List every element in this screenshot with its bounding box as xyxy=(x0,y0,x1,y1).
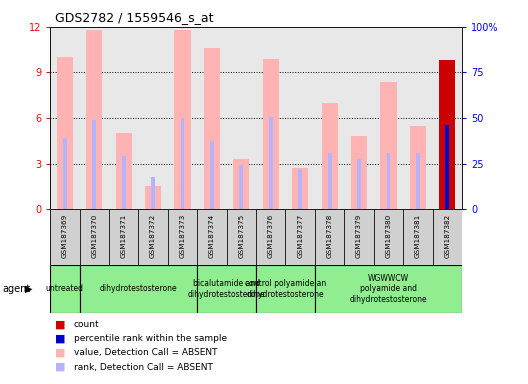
Bar xyxy=(197,265,256,313)
Text: GSM187382: GSM187382 xyxy=(444,214,450,258)
Bar xyxy=(351,136,367,209)
Bar xyxy=(446,126,449,209)
Text: ■: ■ xyxy=(55,319,66,329)
Text: GDS2782 / 1559546_s_at: GDS2782 / 1559546_s_at xyxy=(55,12,214,25)
Bar xyxy=(122,156,126,209)
Bar xyxy=(292,168,308,209)
Bar xyxy=(240,165,243,209)
Text: GSM187376: GSM187376 xyxy=(268,214,274,258)
Bar xyxy=(380,82,397,209)
Bar xyxy=(210,141,214,209)
Bar xyxy=(315,265,462,313)
Bar xyxy=(227,209,256,265)
Text: ■: ■ xyxy=(55,348,66,358)
Text: GSM187371: GSM187371 xyxy=(121,214,127,258)
Bar xyxy=(138,209,168,265)
Bar xyxy=(439,60,455,209)
Text: GSM187375: GSM187375 xyxy=(238,214,244,258)
Bar xyxy=(233,159,249,209)
Bar xyxy=(151,177,155,209)
Text: GSM187369: GSM187369 xyxy=(62,214,68,258)
Bar xyxy=(315,209,344,265)
Bar xyxy=(80,265,197,313)
Bar xyxy=(109,209,138,265)
Text: dihydrotestosterone: dihydrotestosterone xyxy=(100,285,177,293)
Bar xyxy=(204,48,220,209)
Text: ■: ■ xyxy=(55,334,66,344)
Bar xyxy=(256,265,315,313)
Text: GSM187374: GSM187374 xyxy=(209,214,215,258)
Text: value, Detection Call = ABSENT: value, Detection Call = ABSENT xyxy=(74,348,218,358)
Bar xyxy=(63,138,67,209)
Text: count: count xyxy=(74,320,100,329)
Bar xyxy=(168,209,197,265)
Bar xyxy=(416,153,420,209)
Text: bicalutamide and
dihydrotestosterone: bicalutamide and dihydrotestosterone xyxy=(188,279,266,299)
Bar xyxy=(432,209,462,265)
Bar xyxy=(439,60,455,209)
Bar xyxy=(328,153,332,209)
Text: ▶: ▶ xyxy=(25,284,32,294)
Bar xyxy=(374,209,403,265)
Bar xyxy=(256,209,286,265)
Bar xyxy=(344,209,374,265)
Bar xyxy=(174,30,191,209)
Text: untreated: untreated xyxy=(46,285,84,293)
Bar xyxy=(116,133,132,209)
Bar xyxy=(80,209,109,265)
Bar xyxy=(446,120,449,209)
Bar xyxy=(286,209,315,265)
Bar xyxy=(263,59,279,209)
Bar xyxy=(50,209,80,265)
Bar xyxy=(322,103,338,209)
Text: ■: ■ xyxy=(55,362,66,372)
Text: rank, Detection Call = ABSENT: rank, Detection Call = ABSENT xyxy=(74,362,213,372)
Bar xyxy=(181,118,184,209)
Bar xyxy=(57,57,73,209)
Text: control polyamide an
dihydrotestosterone: control polyamide an dihydrotestosterone xyxy=(245,279,326,299)
Text: GSM187372: GSM187372 xyxy=(150,214,156,258)
Text: GSM187380: GSM187380 xyxy=(385,214,391,258)
Bar xyxy=(269,117,272,209)
Text: GSM187381: GSM187381 xyxy=(415,214,421,258)
Bar xyxy=(92,119,96,209)
Text: agent: agent xyxy=(3,284,31,294)
Bar xyxy=(86,30,102,209)
Bar xyxy=(410,126,426,209)
Bar xyxy=(357,159,361,209)
Text: GSM187370: GSM187370 xyxy=(91,214,97,258)
Bar xyxy=(197,209,227,265)
Text: GSM187378: GSM187378 xyxy=(327,214,333,258)
Bar xyxy=(386,153,390,209)
Bar xyxy=(145,187,161,209)
Bar xyxy=(403,209,432,265)
Text: GSM187373: GSM187373 xyxy=(180,214,185,258)
Text: GSM187379: GSM187379 xyxy=(356,214,362,258)
Bar xyxy=(298,170,302,209)
Text: GSM187377: GSM187377 xyxy=(297,214,303,258)
Text: WGWWCW
polyamide and
dihydrotestosterone: WGWWCW polyamide and dihydrotestosterone xyxy=(350,274,427,304)
Text: percentile rank within the sample: percentile rank within the sample xyxy=(74,334,227,343)
Bar xyxy=(50,265,80,313)
